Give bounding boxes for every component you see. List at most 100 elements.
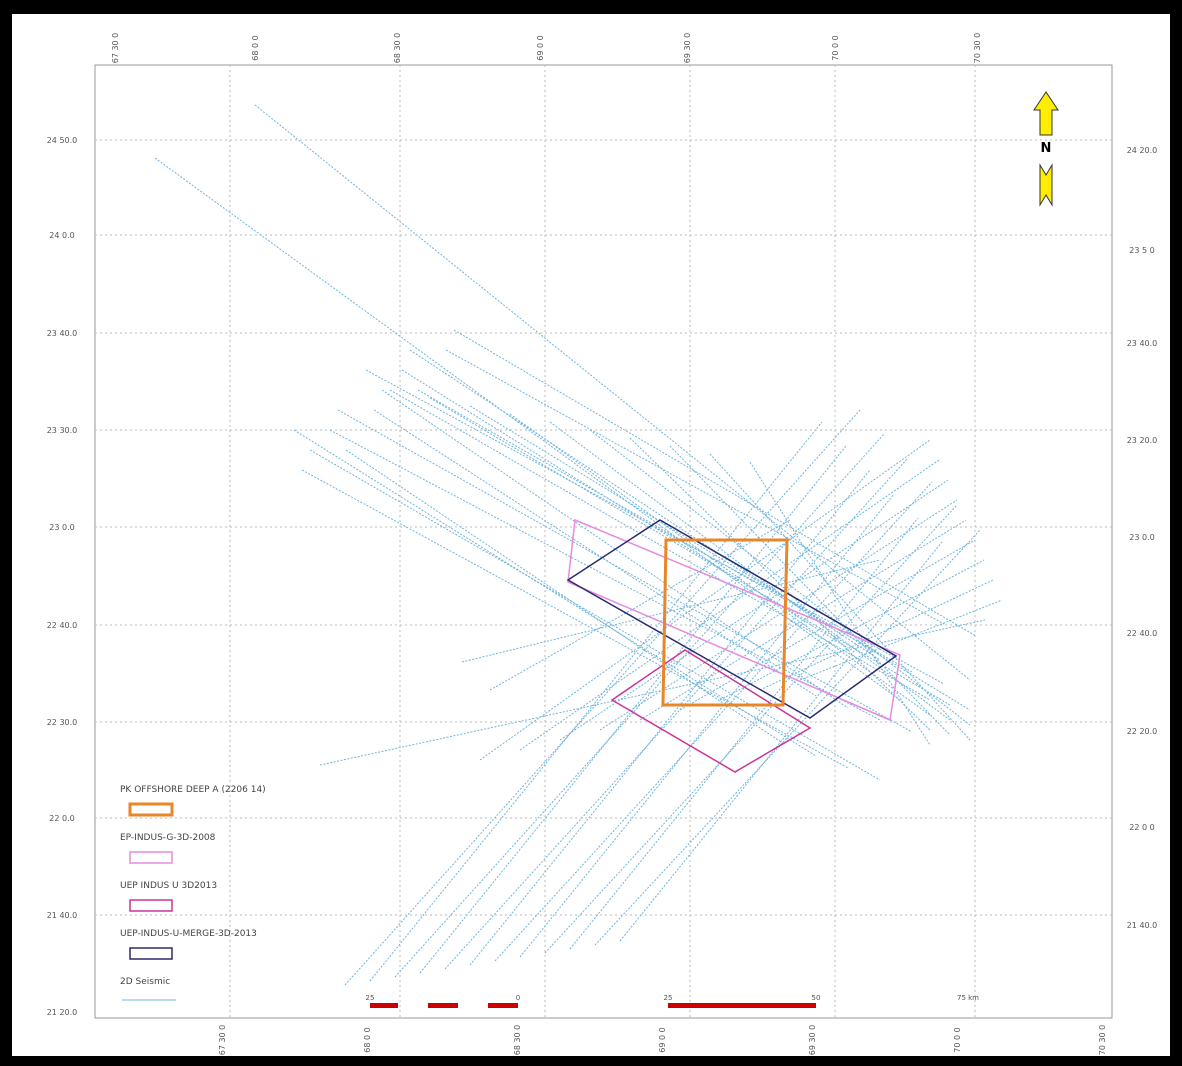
- block-pk-offshore: [661, 538, 789, 707]
- left-coord-label: 22 30.0: [47, 718, 78, 727]
- scale-bar: [370, 1003, 816, 1008]
- top-coord-label: 67 30 0: [111, 33, 120, 64]
- seismic-line: [429, 397, 951, 706]
- left-coord-label: 22 0.0: [49, 814, 74, 823]
- survey-ep-indus-g: [567, 518, 901, 722]
- left-coord-label: 21 20.0: [47, 1008, 78, 1017]
- seismic-line: [469, 469, 871, 966]
- seismic-line: [489, 519, 791, 691]
- seismic-line: [369, 421, 823, 982]
- seismic-line: [445, 349, 945, 625]
- survey-uep-indus-u: [610, 649, 812, 773]
- survey-merge: [566, 519, 898, 719]
- legend-swatch: [128, 802, 174, 817]
- seismic-line: [453, 329, 977, 637]
- top-coord-label: 68 0 0: [251, 35, 260, 60]
- seismic-line: [381, 389, 849, 709]
- seismic-lines: [154, 104, 1003, 986]
- north-label: N: [1041, 141, 1052, 156]
- left-coord-label: 21 40.0: [47, 911, 78, 920]
- seismic-line: [509, 413, 931, 716]
- seismic-line: [494, 481, 933, 962]
- left-coord-label: 23 0.0: [49, 523, 74, 532]
- legend: PK OFFSHORE DEEP A (2206 14) EP-INDUS-G-3…: [120, 785, 266, 1001]
- legend-swatch: [129, 899, 173, 912]
- seismic-line: [679, 539, 976, 711]
- bottom-coord-label: 70 0 0: [953, 1027, 962, 1052]
- right-coord-label: 23 20.0: [1127, 436, 1158, 445]
- seismic-line: [639, 519, 967, 721]
- bottom-coord-label: 69 0 0: [658, 1027, 667, 1052]
- right-coord-label: 22 40.0: [1127, 629, 1158, 638]
- map-sheet: [12, 14, 1170, 1056]
- seismic-line: [589, 429, 971, 726]
- scale-label: 25: [366, 994, 375, 1002]
- scale-label: 25: [664, 994, 673, 1002]
- bottom-coord-label: 68 0 0: [363, 1027, 372, 1052]
- top-coord-label: 68 30 0: [393, 33, 402, 64]
- seismic-line: [389, 389, 931, 701]
- seismic-line: [301, 469, 849, 769]
- seismic-line: [401, 369, 849, 649]
- seismic-line: [599, 499, 958, 731]
- bottom-coord-label: 68 30 0: [513, 1025, 522, 1056]
- seismic-line: [329, 429, 881, 721]
- left-coord-label: 23 30.0: [47, 426, 78, 435]
- map-border: [94, 64, 1113, 1019]
- seismic-line: [293, 429, 817, 757]
- legend-label: UEP-INDUS-U-MERGE-3D-2013: [120, 929, 257, 939]
- legend-label: UEP INDUS U 3D2013: [120, 881, 217, 891]
- seismic-line: [254, 104, 971, 681]
- right-coord-label: 23 5 0: [1129, 246, 1154, 255]
- seismic-line: [569, 517, 919, 950]
- legend-label: 2D Seismic: [120, 977, 170, 987]
- top-coord-label: 70 0 0: [831, 35, 840, 60]
- seismic-line: [519, 493, 895, 958]
- scale-label: 0: [516, 994, 520, 1002]
- right-coord-label: 22 20.0: [1127, 727, 1158, 736]
- right-coord-label: 22 0 0: [1129, 823, 1154, 832]
- right-coord-label: 24 20.0: [1127, 146, 1158, 155]
- seismic-line: [444, 457, 909, 970]
- left-coord-label: 24 0.0: [49, 231, 74, 240]
- seismic-line: [154, 157, 901, 701]
- legend-label: EP-INDUS-G-3D-2008: [120, 833, 216, 843]
- seismic-line: [345, 449, 785, 745]
- left-coord-label: 24 50.0: [47, 136, 78, 145]
- seismic-line: [559, 479, 949, 741]
- legend-swatch: [129, 947, 173, 960]
- legend-swatch: [129, 851, 173, 864]
- north-arrow: N: [1033, 91, 1059, 207]
- right-coord-label: 21 40.0: [1127, 921, 1158, 930]
- seismic-line: [759, 579, 994, 691]
- seismic-line: [461, 559, 881, 663]
- seismic-line: [419, 445, 847, 974]
- bottom-coord-label: 67 30 0: [218, 1025, 227, 1056]
- top-coord-label: 69 0 0: [536, 35, 545, 60]
- seismic-line: [337, 409, 913, 733]
- seismic-line: [373, 409, 817, 697]
- left-coord-label: 23 40.0: [47, 329, 78, 338]
- seismic-line: [309, 449, 881, 781]
- seismic-line: [479, 439, 931, 761]
- top-coord-label: 69 30 0: [683, 33, 692, 64]
- seismic-line: [344, 409, 861, 986]
- seismic-line: [365, 369, 945, 685]
- seismic-line: [799, 599, 1003, 681]
- seismic-line: [519, 459, 940, 751]
- right-coord-label: 23 0.0: [1129, 533, 1154, 542]
- seismic-line: [669, 445, 951, 736]
- seismic-line: [394, 433, 885, 978]
- left-coord-label: 22 40.0: [47, 621, 78, 630]
- right-coord-label: 23 40.0: [1127, 339, 1158, 348]
- seismic-line: [719, 559, 985, 701]
- scale-label: 50: [812, 994, 821, 1002]
- scale-label: 75 km: [957, 994, 979, 1002]
- bottom-coord-label: 69 30 0: [808, 1025, 817, 1056]
- bottom-coord-label: 70 30 0: [1098, 1025, 1107, 1056]
- seismic-line: [469, 405, 971, 711]
- seismic-line: [619, 541, 943, 942]
- legend-label: PK OFFSHORE DEEP A (2206 14): [120, 785, 266, 795]
